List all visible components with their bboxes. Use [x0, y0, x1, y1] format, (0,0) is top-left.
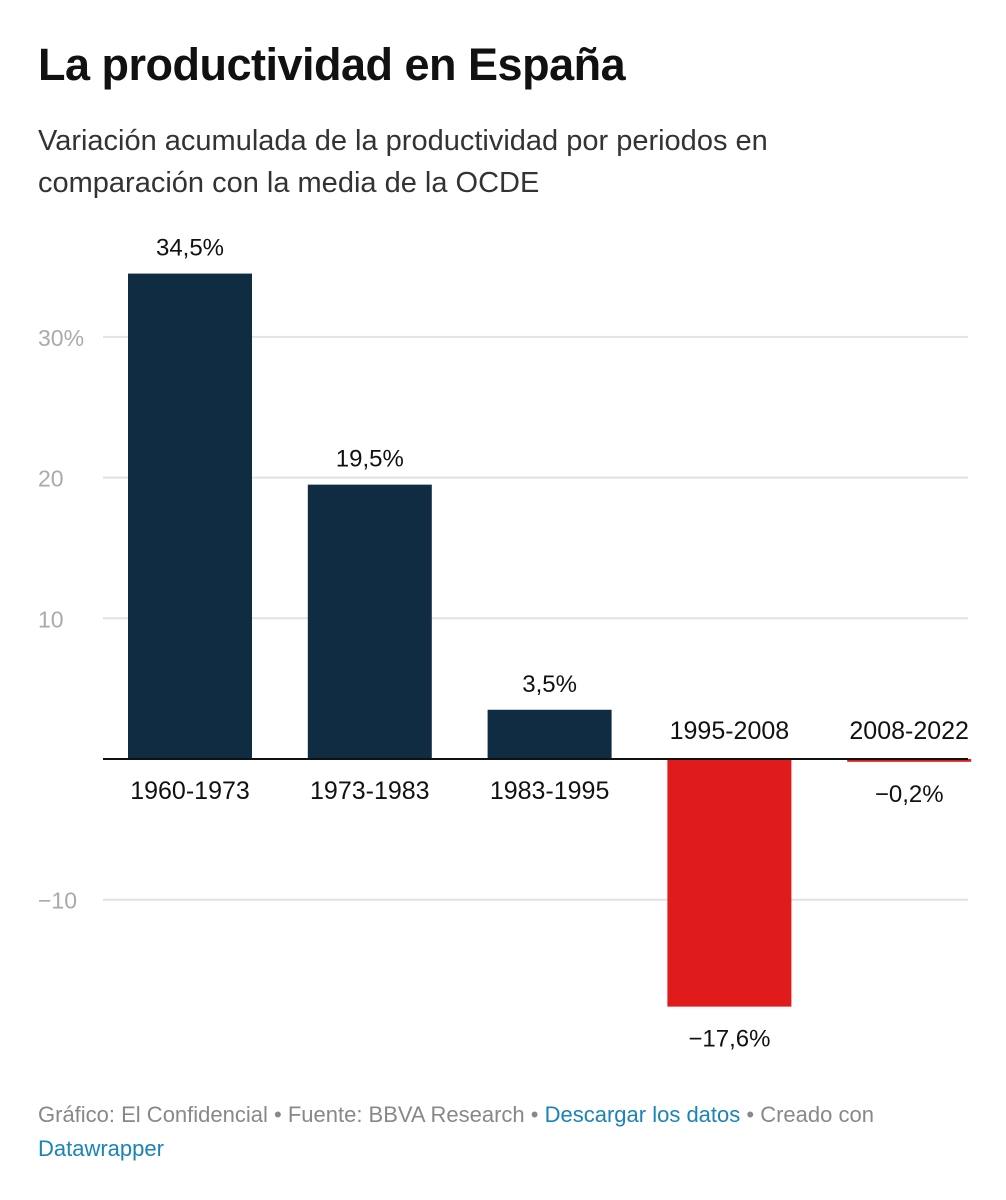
footer-created: Creado con — [760, 1102, 874, 1127]
bar-1973-1983 — [307, 484, 432, 759]
bar-1995-2008 — [667, 759, 792, 1007]
footer-separator: • — [524, 1102, 545, 1127]
category-label: 1973-1983 — [310, 777, 430, 805]
datawrapper-link[interactable]: Datawrapper — [38, 1136, 164, 1161]
chart-subtitle: Variación acumulada de la productividad … — [38, 125, 768, 199]
footer-separator: • — [267, 1102, 288, 1127]
chart-footer: Gráfico: El Confidencial • Fuente: BBVA … — [38, 1098, 968, 1166]
value-label: 3,5% — [522, 671, 577, 698]
value-label: 19,5% — [336, 446, 404, 473]
category-label: 2008-2022 — [849, 717, 969, 745]
bar-1983-1995 — [487, 709, 612, 759]
category-label: 1995-2008 — [670, 717, 790, 745]
download-data-link[interactable]: Descargar los datos — [544, 1102, 741, 1127]
value-label: −17,6% — [688, 1026, 770, 1053]
chart-title: La productividad en España — [38, 39, 626, 90]
value-label: −0,2% — [875, 781, 944, 808]
y-axis-ticks: −10 10 20 30% — [38, 325, 84, 914]
category-label: 1960-1973 — [130, 777, 250, 805]
footer-separator: • — [740, 1102, 761, 1127]
y-tick-label: 10 — [38, 606, 64, 632]
value-label: 34,5% — [156, 235, 224, 262]
bar-1960-1973 — [128, 273, 252, 759]
y-tick-label: 20 — [38, 466, 64, 492]
bars — [128, 273, 972, 1007]
footer-graphic-credit: Gráfico: El Confidencial — [38, 1102, 268, 1127]
y-tick-label: −10 — [38, 888, 77, 914]
footer-source: Fuente: BBVA Research — [287, 1102, 525, 1127]
category-label: 1983-1995 — [490, 777, 610, 805]
bar-2008-2022 — [847, 759, 972, 762]
bar-labels: 1960-1973 34,5% 1973-1983 19,5% 1983-1995 3,5… — [103, 235, 969, 1053]
y-tick-label: 30% — [38, 325, 84, 351]
